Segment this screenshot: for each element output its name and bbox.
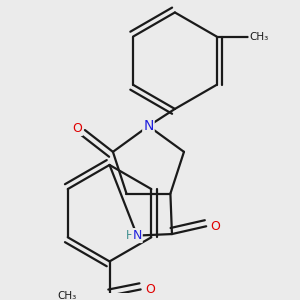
Text: CH₃: CH₃ — [249, 32, 268, 42]
Text: H: H — [126, 229, 135, 242]
Text: O: O — [145, 283, 155, 296]
Text: CH₃: CH₃ — [58, 291, 77, 300]
Text: N: N — [143, 119, 154, 133]
Text: O: O — [72, 122, 82, 135]
Text: O: O — [211, 220, 220, 233]
Text: N: N — [132, 229, 142, 242]
